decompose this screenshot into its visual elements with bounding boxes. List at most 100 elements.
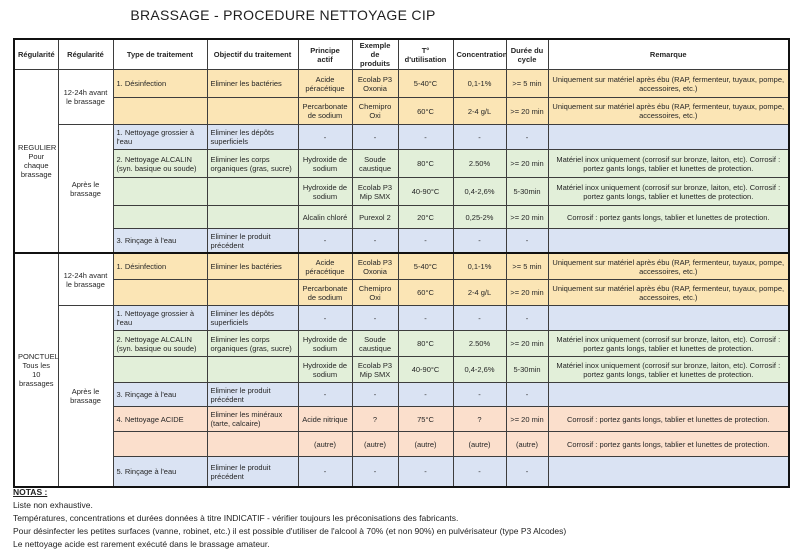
column-header: Concentration [452, 38, 507, 71]
cell-objectif-traitement: Eliminer le produit précédent [206, 228, 299, 254]
table-row: 4. Nettoyage ACIDE Eliminer les minéraux … [14, 406, 790, 433]
cell-concentration: 0,1-1% [452, 251, 507, 281]
cell-concentration: - [452, 228, 507, 254]
table-row: Après le brassage 1. Nettoyage grossier à… [14, 305, 790, 488]
cell-objectif-traitement: Eliminer les bactéries [206, 251, 299, 281]
cell-temperature-utilisation: - [397, 456, 454, 488]
table-row: Hydroxide de sodium Ecolab P3 Mip SMX 40-9… [14, 177, 790, 207]
cell-concentration: 0,25-2% [452, 205, 507, 230]
cell-duree-cycle: - [505, 305, 549, 332]
cell-regularite: PONCTUEL Tous les 10 brassages [13, 251, 59, 488]
cip-table: Régularité Régularité Type de traitement Ob… [13, 38, 790, 488]
table-row: Hydroxide de sodium Ecolab P3 Mip SMX 40-9… [14, 356, 790, 384]
column-header: Type de traitement [112, 38, 208, 71]
cell-type-traitement: 2. Nettoyage ALCALIN (syn. basique ou so… [112, 330, 208, 358]
cell-temperature-utilisation: 20°C [397, 205, 454, 230]
cell-duree-cycle: - [505, 124, 549, 151]
cell-objectif-traitement: Eliminer les bactéries [206, 69, 299, 99]
cell-duree-cycle: - [505, 382, 549, 408]
cell-concentration: (autre) [452, 431, 507, 458]
cell-temperature-utilisation: - [397, 124, 454, 151]
cell-principe-actif: Acide nitrique [297, 406, 353, 433]
cell-remarque: Uniquement sur matériel après ébu (RAP, … [547, 97, 790, 126]
cell-duree-cycle: 5-30min [505, 177, 549, 207]
table-header: Régularité Régularité Type de traitement Ob… [13, 38, 790, 71]
cell-temperature-utilisation: 80°C [397, 149, 454, 179]
cell-concentration: 0,4-2,6% [452, 356, 507, 384]
cell-concentration: - [452, 382, 507, 408]
cell-objectif-traitement: Eliminer le produit précédent [206, 382, 299, 408]
cell-duree-cycle: >= 20 min [505, 149, 549, 179]
cell-temperature-utilisation: 40-90°C [397, 177, 454, 207]
cell-objectif-traitement: Eliminer les dépôts superficiels [206, 124, 299, 151]
cell-temperature-utilisation: - [397, 382, 454, 408]
notes-heading: NOTAS : [13, 487, 48, 497]
cell-remarque: Matériel inox uniquement (corrosif sur b… [547, 149, 790, 179]
cell-principe-actif: Percarbonate de sodium [297, 279, 353, 307]
cell-principe-actif: - [297, 305, 353, 332]
cell-type-traitement: 2. Nettoyage ALCALIN (syn. basique ou so… [112, 149, 208, 179]
cell-objectif-traitement [206, 97, 299, 126]
cell-duree-cycle: >= 5 min [505, 69, 549, 99]
cell-concentration: 2.50% [452, 330, 507, 358]
note-line: Températures, concentrations et durées d… [13, 513, 459, 523]
cell-objectif-traitement [206, 356, 299, 384]
cell-temperature-utilisation: - [397, 228, 454, 254]
cell-objectif-traitement: Eliminer les corps organiques (gras, suc… [206, 330, 299, 358]
cell-type-traitement: 1. Désinfection [112, 69, 208, 99]
cell-remarque: Corrosif : portez gants longs, tablier e… [547, 406, 790, 433]
header-row: Régularité Régularité Type de traitement Ob… [13, 38, 790, 71]
notes-section: NOTAS : Liste non exhaustive. Températur… [13, 486, 566, 551]
cell-type-traitement [112, 279, 208, 307]
cell-objectif-traitement: Eliminer les dépôts superficiels [206, 305, 299, 332]
cell-remarque [547, 456, 790, 488]
cell-concentration: 2.50% [452, 149, 507, 179]
column-header: T° d'utilisation [397, 38, 454, 71]
cell-exemple-produits: ? [351, 406, 399, 433]
cell-type-traitement: 3. Rinçage à l'eau [112, 382, 208, 408]
cell-remarque: Matériel inox uniquement (corrosif sur b… [547, 330, 790, 358]
cell-principe-actif: - [297, 382, 353, 408]
cell-remarque [547, 228, 790, 254]
cell-type-traitement [112, 177, 208, 207]
cell-exemple-produits: Ecolab P3 Mip SMX [351, 356, 399, 384]
table-row: Après le brassage 1. Nettoyage grossier à… [14, 124, 790, 254]
cell-principe-actif: Hydroxide de sodium [297, 330, 353, 358]
column-header: Durée du cycle [505, 38, 549, 71]
cell-exemple-produits: - [351, 382, 399, 408]
cell-objectif-traitement [206, 177, 299, 207]
cell-temperature-utilisation: 80°C [397, 330, 454, 358]
cell-remarque [547, 124, 790, 151]
page-title: BRASSAGE - PROCEDURE NETTOYAGE CIP [130, 7, 436, 23]
cell-remarque [547, 382, 790, 408]
note-line: Liste non exhaustive. [13, 500, 93, 510]
cell-objectif-traitement [206, 279, 299, 307]
table-row: REGULIER Pour chaque brassage 12-24h avan… [13, 69, 790, 254]
cell-principe-actif: Percarbonate de sodium [297, 97, 353, 126]
cell-temperature-utilisation: 5-40°C [397, 69, 454, 99]
cell-concentration: - [452, 456, 507, 488]
cell-remarque: Matériel inox uniquement (corrosif sur b… [547, 177, 790, 207]
column-header: Exemple de produits [351, 38, 399, 71]
cell-objectif-traitement: Eliminer les corps organiques (gras, suc… [206, 149, 299, 179]
column-header: Remarque [547, 38, 790, 71]
cell-duree-cycle: - [505, 228, 549, 254]
table-row: Percarbonate de sodium Chemipro Oxi 60°C 2-… [14, 279, 790, 307]
column-header: Régularité [13, 38, 59, 71]
cell-duree-cycle: >= 20 min [505, 205, 549, 230]
cell-type-traitement: 1. Nettoyage grossier à l'eau [112, 305, 208, 332]
cell-temperature-utilisation: (autre) [397, 431, 454, 458]
cell-objectif-traitement [206, 431, 299, 458]
table-row: 3. Rinçage à l'eau Eliminer le produit pr… [14, 382, 790, 408]
cell-duree-cycle: (autre) [505, 431, 549, 458]
cell-concentration: 0,1-1% [452, 69, 507, 99]
cell-exemple-produits: - [351, 124, 399, 151]
cell-temperature-utilisation: 75°C [397, 406, 454, 433]
cell-principe-actif: - [297, 124, 353, 151]
cell-principe-actif: Acide péracétique [297, 69, 353, 99]
cell-remarque: Uniquement sur matériel après ébu (RAP, … [547, 69, 790, 99]
cell-objectif-traitement: Eliminer le produit précédent [206, 456, 299, 488]
column-header: Régularité [57, 38, 114, 71]
cell-principe-actif: Hydroxide de sodium [297, 177, 353, 207]
cell-objectif-traitement: Eliminer les minéraux (tarte, calcaire) [206, 406, 299, 433]
